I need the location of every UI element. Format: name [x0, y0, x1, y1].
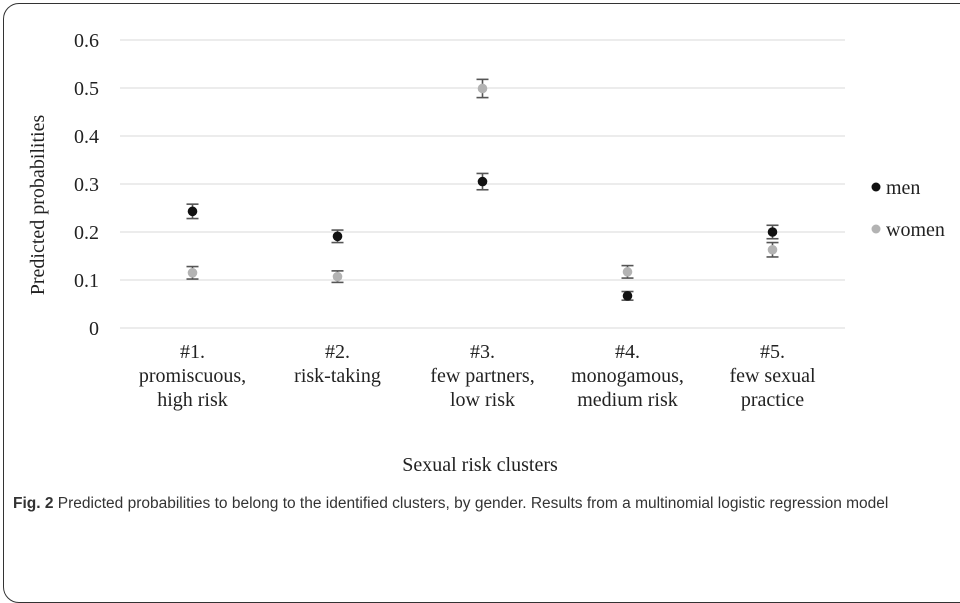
series-men — [186, 172, 779, 301]
data-point-men — [767, 227, 778, 237]
data-point-men — [187, 206, 198, 217]
legend: men women — [871, 177, 945, 241]
figure-caption-text: Predicted probabilities to belong to the… — [57, 495, 889, 512]
data-point-women — [622, 267, 633, 277]
x-category-label: #5. few sexual practice — [729, 341, 816, 411]
data-point-women — [477, 83, 488, 94]
y-axis-tick-labels: 0 0.1 0.2 0.3 0.4 0.5 0.6 — [74, 30, 99, 340]
y-axis-title: Predicted probabilities — [27, 115, 49, 296]
y-tick-label: 0 — [89, 318, 99, 340]
x-category-label: #2. risk-taking — [294, 341, 381, 387]
x-category-label: #4. monogamous, medium risk — [571, 341, 684, 411]
y-tick-label: 0.4 — [74, 126, 99, 148]
data-marks — [186, 78, 779, 301]
data-point-women — [332, 271, 343, 282]
data-point-men — [332, 231, 343, 242]
figure-label: Fig. 2 — [13, 495, 54, 512]
y-tick-label: 0.2 — [74, 222, 99, 244]
x-category-label: #3. few partners, low risk — [430, 341, 534, 411]
y-tick-label: 0.5 — [74, 78, 99, 100]
y-tick-label: 0.6 — [74, 30, 99, 52]
y-tick-label: 0.3 — [74, 174, 99, 196]
legend-label-men: men — [886, 177, 920, 199]
x-axis-category-labels: #1. promiscuous, high risk #2. risk-taking #3… — [139, 341, 816, 411]
data-point-men — [622, 291, 633, 301]
figure-caption: Fig. 2 Predicted probabilities to belong… — [13, 492, 943, 515]
legend-marker-men — [871, 182, 881, 192]
legend-label-women: women — [886, 219, 945, 241]
data-point-men — [477, 176, 488, 187]
data-point-women — [187, 268, 198, 278]
x-axis-title: Sexual risk clusters — [402, 454, 558, 476]
data-point-women — [767, 244, 778, 255]
series-women — [186, 78, 779, 284]
y-tick-label: 0.1 — [74, 270, 99, 292]
chart: 0 0.1 0.2 0.3 0.4 0.5 0.6 #1. promiscuous, high … — [27, 30, 945, 476]
legend-marker-women — [871, 224, 881, 234]
x-category-label: #1. promiscuous, high risk — [139, 341, 246, 411]
